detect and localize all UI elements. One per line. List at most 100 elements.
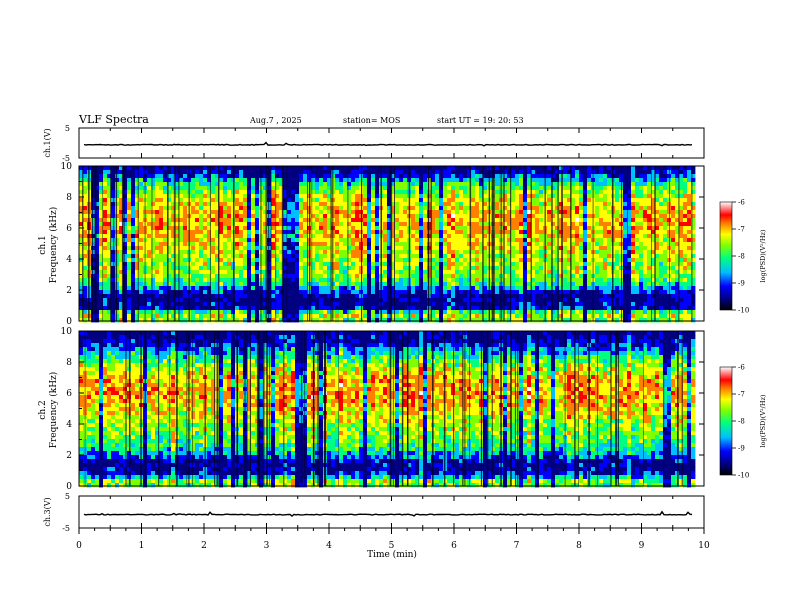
spectrogram-cell (335, 210, 340, 215)
spectrogram-cell (319, 230, 324, 235)
spectrogram-cell (123, 278, 128, 283)
spectrogram-cell (527, 222, 532, 227)
spectrogram-cell (435, 174, 440, 179)
spectrogram-cell (399, 234, 404, 239)
spectrogram-cell (195, 278, 200, 283)
spectrogram-cell (387, 290, 392, 295)
spectrogram-cell (311, 166, 316, 171)
spectrogram-cell (431, 294, 436, 299)
spectrogram-cell (503, 182, 508, 187)
spectrogram-cell (115, 166, 120, 171)
spectrogram-cell (91, 190, 96, 195)
spectrogram-cell (227, 290, 232, 295)
spectrogram-cell (127, 182, 132, 187)
spectrogram-cell (531, 246, 536, 251)
spectrogram-cell (523, 194, 528, 199)
spectrogram-cell (179, 206, 184, 211)
spectrogram-cell (475, 178, 480, 183)
spectrogram-cell (327, 170, 332, 175)
spectrogram-cell (363, 282, 368, 287)
spectrogram-cell (415, 202, 420, 207)
spectrogram-cell (335, 306, 340, 311)
spectrogram-cell (111, 310, 116, 315)
spectrogram-cell (111, 186, 116, 191)
spectrogram-cell (295, 274, 300, 279)
spectrogram-cell (527, 274, 532, 279)
spectrogram-cell (467, 170, 472, 175)
spectrogram-cell (311, 314, 316, 319)
spectrogram-cell (419, 266, 424, 271)
spectrogram-cell (431, 166, 436, 171)
spectrogram-cell (275, 226, 280, 231)
spectrogram-cell (263, 306, 268, 311)
spectrogram-cell (411, 306, 416, 311)
spectrogram-cell (495, 262, 500, 267)
spectrogram-cell (535, 214, 540, 219)
spectrogram-cell (347, 234, 352, 239)
spectrogram-cell (319, 258, 324, 263)
spectrogram-cell (239, 318, 244, 323)
spectrogram-cell (523, 198, 528, 203)
spectrogram-cell (171, 222, 176, 227)
spectrogram-cell (203, 278, 208, 283)
spectrogram-cell (215, 202, 220, 207)
spectrogram-cell (119, 186, 124, 191)
spectrogram-cell (263, 222, 268, 227)
spectrogram-cell (203, 178, 208, 183)
spectrogram-cell (215, 282, 220, 287)
spectrogram-cell (531, 258, 536, 263)
spectrogram-cell (575, 270, 580, 275)
spectrogram-cell (371, 314, 376, 319)
spectrogram-cell (203, 254, 208, 259)
spectrogram-cell (247, 298, 252, 303)
spectrogram-cell (471, 194, 476, 199)
spectrogram-cell (583, 234, 588, 239)
spectrogram-cell (535, 242, 540, 247)
spectrogram-cell (399, 318, 404, 323)
spectrogram-cell (343, 186, 348, 191)
spectrogram-cell (375, 298, 380, 303)
spectrogram-cell (171, 262, 176, 267)
spectrogram-cell (439, 202, 444, 207)
spectrogram-cell (183, 202, 188, 207)
spectrogram-cell (399, 238, 404, 243)
spectrogram-cell (151, 222, 156, 227)
spectrogram-cell (115, 310, 120, 315)
spectrogram-cell (467, 258, 472, 263)
spectrogram-cell (239, 234, 244, 239)
spectrogram-cell (499, 310, 504, 315)
spectrogram-cell (447, 210, 452, 215)
spectrogram-cell (279, 310, 284, 315)
spectrogram-cell (215, 222, 220, 227)
spectrogram-cell (431, 246, 436, 251)
spectrogram-cell (423, 298, 428, 303)
spectrogram-cell (83, 178, 88, 183)
spectrogram-cell (419, 230, 424, 235)
spectrogram-cell (135, 222, 140, 227)
spectrogram-cell (95, 266, 100, 271)
spectrogram-cell (339, 198, 344, 203)
spectrogram-cell (199, 258, 204, 263)
spectrogram-cell (459, 302, 464, 307)
spectrogram-cell (503, 290, 508, 295)
spectrogram-cell (567, 226, 572, 231)
spectrogram-cell (555, 202, 560, 207)
spectrogram-cell (199, 262, 204, 267)
spectrogram-cell (575, 230, 580, 235)
spectrogram-cell (375, 258, 380, 263)
spectrogram-cell (575, 310, 580, 315)
spectrogram-cell (403, 186, 408, 191)
spectrogram-cell (527, 266, 532, 271)
spectrogram-cell (223, 278, 228, 283)
spectrogram-cell (255, 194, 260, 199)
spectrogram-cell (419, 302, 424, 307)
spectrogram-cell (295, 250, 300, 255)
spectrogram-cell (179, 198, 184, 203)
spectrogram-cell (323, 226, 328, 231)
spectrogram-cell (547, 226, 552, 231)
spectrogram-cell (131, 254, 136, 259)
spectrogram-cell (199, 222, 204, 227)
spectrogram-cell (299, 202, 304, 207)
spectrogram-cell (483, 254, 488, 259)
spectrogram-cell (263, 294, 268, 299)
